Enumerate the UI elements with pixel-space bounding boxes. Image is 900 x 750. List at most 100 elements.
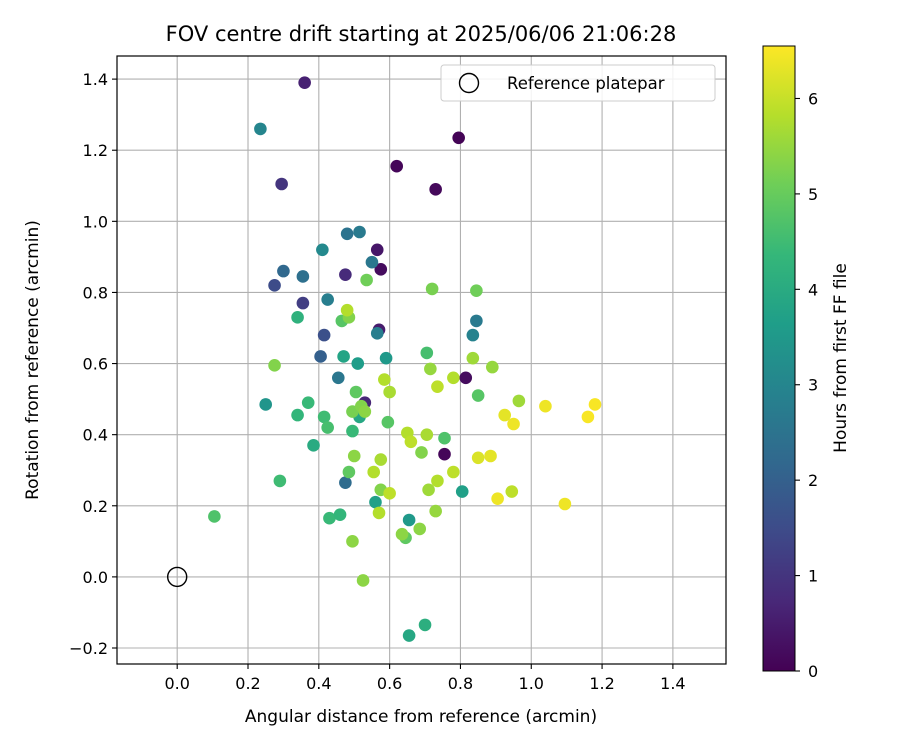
- data-point: [307, 439, 320, 452]
- data-point: [486, 360, 499, 374]
- y-tick-label: 0.6: [83, 355, 108, 374]
- data-point: [367, 465, 381, 479]
- data-point: [420, 428, 434, 441]
- chart-title: FOV centre drift starting at 2025/06/06 …: [166, 22, 677, 46]
- data-point: [425, 282, 439, 296]
- data-point: [484, 449, 497, 463]
- data-point: [254, 122, 267, 136]
- y-tick-label: 1.0: [83, 212, 108, 231]
- data-point: [365, 255, 379, 269]
- data-point: [420, 346, 434, 360]
- legend-label-reference: Reference platepar: [507, 74, 665, 93]
- data-point: [378, 373, 391, 386]
- data-point: [339, 268, 352, 281]
- data-point: [395, 527, 409, 541]
- data-point: [447, 371, 460, 385]
- data-point: [268, 359, 281, 372]
- x-tick-label: 0.2: [235, 674, 260, 693]
- data-point: [452, 131, 465, 145]
- data-point: [333, 508, 347, 521]
- data-point: [429, 504, 442, 518]
- data-point: [331, 371, 345, 385]
- legend-box: [440, 64, 716, 102]
- x-tick-label: 1.2: [589, 674, 614, 693]
- data-point: [296, 296, 310, 310]
- data-point: [317, 328, 331, 342]
- data-point: [402, 513, 416, 527]
- data-point: [342, 465, 356, 479]
- colorbar-tick-label: 2: [808, 471, 818, 490]
- data-point: [347, 449, 361, 463]
- legend-marker-reference: [458, 72, 480, 94]
- data-point: [498, 408, 512, 422]
- data-point: [370, 327, 384, 340]
- data-point: [317, 410, 331, 424]
- data-point: [369, 495, 382, 509]
- data-point: [291, 408, 304, 422]
- data-point: [424, 362, 437, 376]
- data-point: [383, 487, 396, 500]
- y-tick-label: 1.2: [83, 141, 108, 160]
- data-point: [291, 311, 304, 324]
- legend: Reference platepar: [440, 64, 716, 102]
- colorbar-tick-label: 5: [808, 185, 818, 204]
- data-point: [316, 243, 329, 257]
- reference-platepar-marker: [166, 566, 188, 588]
- y-axis-label: Rotation from reference (arcmin): [23, 220, 43, 500]
- data-point: [431, 474, 444, 488]
- x-axis-ticks: 0.0 0.2 0.4 0.6 0.8 1.0 1.2 1.4: [164, 664, 686, 693]
- data-point: [455, 485, 469, 498]
- data-points: [208, 76, 602, 642]
- data-point: [558, 497, 572, 511]
- data-point: [505, 485, 519, 498]
- data-point: [346, 424, 359, 438]
- data-point: [298, 76, 311, 89]
- data-point: [349, 385, 363, 399]
- colorbar-tick-label: 0: [808, 662, 818, 681]
- data-point: [351, 357, 365, 370]
- data-point: [374, 263, 388, 276]
- data-point: [360, 273, 373, 287]
- data-point: [491, 492, 504, 505]
- data-point: [353, 225, 366, 239]
- data-point: [588, 398, 602, 411]
- data-point: [539, 399, 552, 413]
- data-point: [459, 371, 473, 385]
- data-point: [383, 385, 396, 399]
- colorbar-frame: [762, 45, 796, 672]
- data-point: [390, 159, 404, 173]
- y-axis-ticks: −0.2 0.0 0.2 0.4 0.6 0.8 1.0 1.2 1.4: [69, 70, 117, 658]
- data-point: [340, 303, 354, 317]
- data-point: [321, 421, 334, 434]
- data-point: [268, 279, 281, 292]
- data-point: [356, 574, 370, 587]
- data-point: [374, 453, 388, 466]
- data-point: [470, 284, 483, 297]
- data-point: [259, 398, 273, 411]
- x-tick-label: 0.0: [164, 674, 189, 693]
- data-point: [418, 618, 432, 632]
- data-point: [323, 511, 336, 525]
- data-point: [346, 535, 359, 548]
- data-point: [273, 474, 287, 488]
- colorbar-ticks: 0 1 2 3 4 5 6: [795, 89, 818, 681]
- data-point: [581, 410, 595, 424]
- y-tick-label: −0.2: [69, 639, 108, 658]
- data-point: [471, 389, 485, 402]
- data-point: [275, 177, 288, 191]
- data-point: [413, 522, 427, 536]
- y-tick-label: 0.4: [83, 426, 108, 445]
- data-point: [208, 510, 221, 523]
- data-point: [301, 396, 315, 409]
- colorbar-tick-label: 4: [808, 280, 818, 299]
- data-point: [340, 227, 354, 241]
- data-point: [372, 506, 386, 520]
- data-point: [447, 465, 460, 479]
- data-point: [339, 476, 352, 489]
- data-point: [438, 431, 451, 445]
- data-point: [429, 183, 442, 196]
- data-point: [466, 351, 480, 365]
- data-point: [321, 293, 334, 306]
- x-tick-label: 1.4: [660, 674, 685, 693]
